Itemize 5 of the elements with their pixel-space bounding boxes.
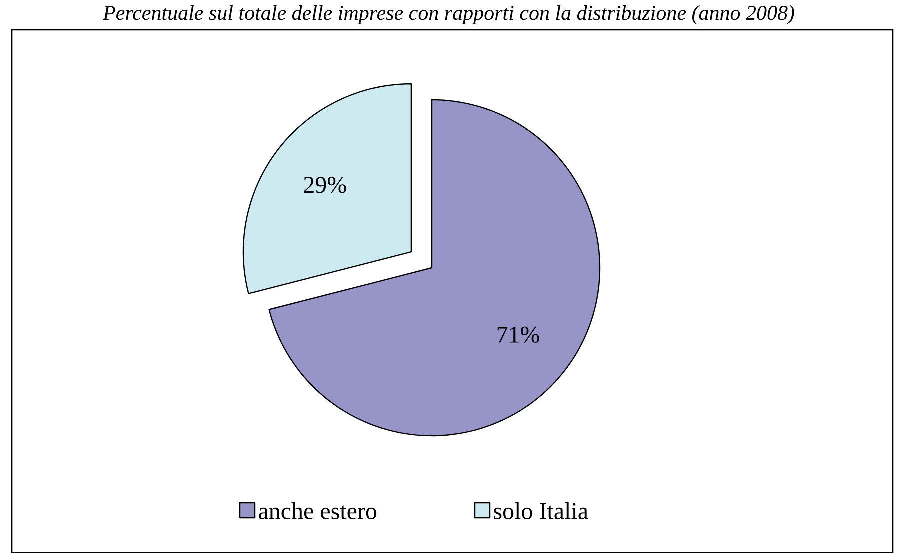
legend-label: anche estero <box>259 502 377 520</box>
legend-label: solo Italia <box>494 502 588 520</box>
data-label: 29% <box>304 176 346 194</box>
data-label: 71% <box>498 326 540 344</box>
chart-title: Percentuale sul totale delle imprese con rapporti con la distribuzione (anno 2008) <box>102 5 794 24</box>
